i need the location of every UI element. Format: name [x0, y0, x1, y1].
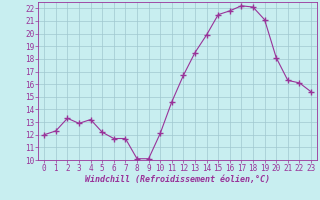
X-axis label: Windchill (Refroidissement éolien,°C): Windchill (Refroidissement éolien,°C)	[85, 175, 270, 184]
